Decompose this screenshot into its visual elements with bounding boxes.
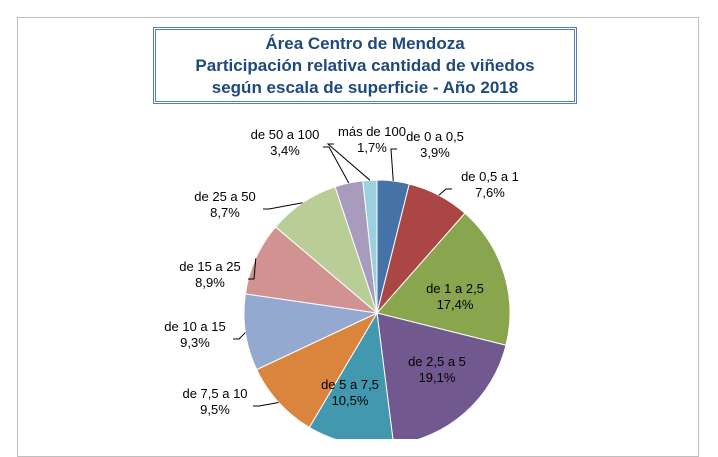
category-label: de 0,5 a 1 bbox=[461, 169, 519, 184]
value-label: 9,5% bbox=[200, 402, 230, 417]
pie-slice bbox=[243, 293, 379, 371]
title-line: según escala de superficie - Año 2018 bbox=[211, 78, 519, 97]
category-label: de 0 a 0,5 bbox=[406, 129, 464, 144]
leader-line bbox=[326, 143, 371, 181]
data-label: más de 100 1,7% bbox=[324, 124, 420, 156]
leader-line bbox=[438, 188, 452, 196]
value-label: 9,3% bbox=[180, 335, 210, 350]
leader-line bbox=[390, 148, 397, 182]
data-label: de 7,5 a 10 9,5% bbox=[167, 386, 263, 418]
pie-slice bbox=[376, 312, 507, 439]
data-label: de 10 a 15 9,3% bbox=[147, 319, 243, 351]
data-label: de 2,5 a 5 19,1% bbox=[389, 354, 485, 386]
category-label: más de 100 bbox=[338, 124, 406, 139]
pie-slice bbox=[308, 311, 394, 439]
category-label: de 15 a 25 bbox=[179, 259, 241, 274]
value-label: 19,1% bbox=[418, 370, 456, 385]
leader-line bbox=[233, 332, 246, 340]
leader-line bbox=[263, 202, 303, 210]
pie-slice bbox=[255, 311, 379, 429]
pie-slice bbox=[376, 212, 511, 346]
value-label: 8,7% bbox=[210, 205, 240, 220]
value-label: 7,6% bbox=[475, 185, 505, 200]
value-label: 3,9% bbox=[420, 145, 450, 160]
chart-title: Área Centro de Mendoza Participación rel… bbox=[153, 27, 577, 104]
category-label: de 1 a 2,5 bbox=[426, 281, 484, 296]
category-label: de 10 a 15 bbox=[164, 319, 226, 334]
value-label: 10,5% bbox=[331, 393, 369, 408]
value-label: 8,9% bbox=[195, 275, 225, 290]
category-label: de 50 a 100 bbox=[250, 127, 320, 142]
pie-slice bbox=[362, 179, 378, 314]
category-label: de 25 a 50 bbox=[194, 189, 256, 204]
category-label: de 5 a 7,5 bbox=[321, 377, 379, 392]
data-label: de 50 a 100 3,4% bbox=[237, 127, 333, 159]
data-label: de 25 a 50 8,7% bbox=[177, 189, 273, 221]
category-label: de 7,5 a 10 bbox=[182, 386, 248, 401]
title-line: Participación relativa cantidad de viñed… bbox=[195, 56, 535, 75]
data-label: de 15 a 25 8,9% bbox=[162, 259, 258, 291]
value-label: 17,4% bbox=[436, 297, 474, 312]
leader-line bbox=[253, 402, 279, 407]
category-label: de 2,5 a 5 bbox=[408, 354, 466, 369]
value-label: 3,4% bbox=[270, 143, 300, 158]
data-label: de 0,5 a 1 7,6% bbox=[442, 169, 538, 201]
page: {"chart_data": {"type": "pie", "title": … bbox=[17, 17, 699, 457]
value-label: 1,7% bbox=[357, 140, 387, 155]
chart bbox=[233, 143, 511, 439]
leader-line bbox=[323, 146, 350, 184]
data-label: de 0 a 0,5 3,9% bbox=[387, 129, 483, 161]
title-line: Área Centro de Mendoza bbox=[265, 34, 465, 53]
data-label: de 1 a 2,5 17,4% bbox=[407, 281, 503, 313]
data-label: de 5 a 7,5 10,5% bbox=[302, 377, 398, 409]
leader-line bbox=[248, 258, 257, 280]
